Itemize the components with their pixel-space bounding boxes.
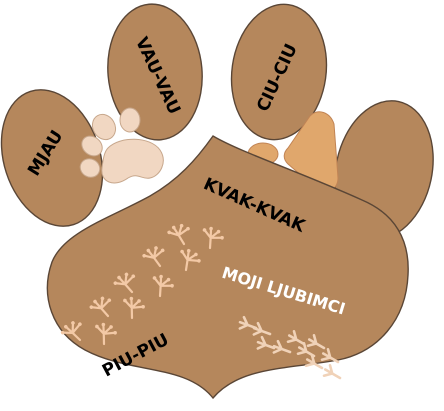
toe-3 xyxy=(230,3,328,141)
toe-2 xyxy=(107,3,203,141)
heart-pad xyxy=(46,135,409,400)
toe-1 xyxy=(0,89,104,227)
dog-paw-print-icon xyxy=(79,107,164,184)
